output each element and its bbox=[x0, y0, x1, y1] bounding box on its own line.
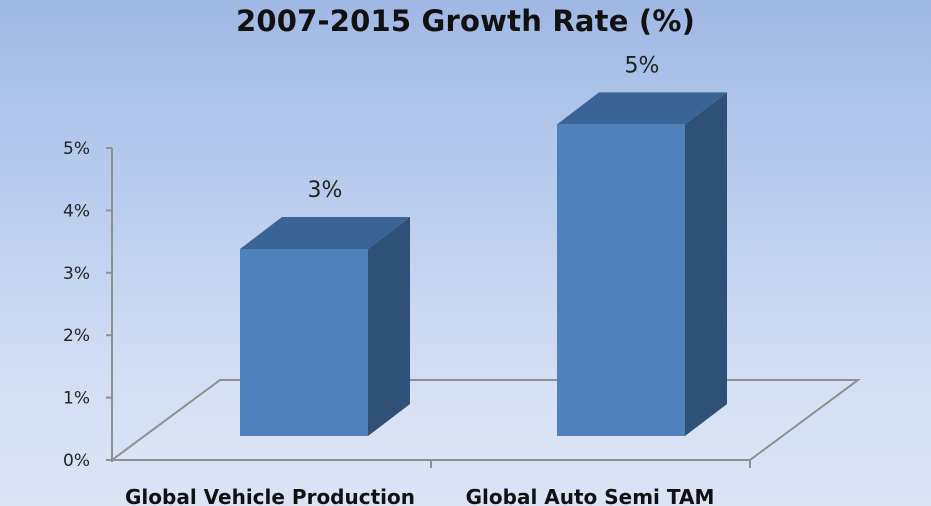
bar-2 bbox=[557, 124, 685, 436]
chart-floor bbox=[108, 379, 862, 461]
category-label-1: Global Vehicle Production bbox=[125, 485, 415, 506]
bar-side-2 bbox=[685, 92, 727, 436]
data-label-2: 5% bbox=[625, 53, 660, 78]
y-tick-label: 2% bbox=[63, 326, 90, 346]
category-label-2: Global Auto Semi TAM bbox=[466, 485, 715, 506]
y-tick-label: 3% bbox=[63, 264, 90, 284]
y-tick-label: 5% bbox=[63, 139, 90, 159]
bar-side-1 bbox=[368, 217, 410, 436]
y-tick-label: 0% bbox=[63, 451, 90, 471]
y-tick-label: 4% bbox=[63, 201, 90, 221]
data-label-1: 3% bbox=[308, 178, 343, 203]
bar-top-1 bbox=[240, 217, 410, 249]
bar-1 bbox=[240, 249, 368, 436]
y-tick-label: 1% bbox=[63, 389, 90, 409]
bar-top-2 bbox=[557, 92, 727, 125]
chart-title: 2007-2015 Growth Rate (%) bbox=[235, 4, 696, 38]
